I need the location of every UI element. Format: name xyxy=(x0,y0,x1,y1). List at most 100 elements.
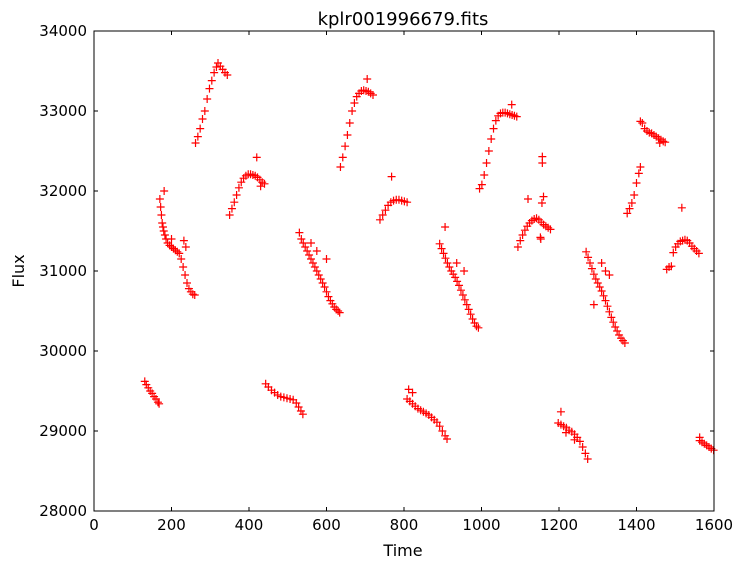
y-tick-label: 31000 xyxy=(39,262,87,280)
data-point xyxy=(605,307,614,316)
data-point xyxy=(460,295,469,304)
data-point xyxy=(378,211,387,219)
data-point xyxy=(477,180,486,189)
data-point xyxy=(381,206,390,215)
data-point xyxy=(153,398,162,407)
data-point xyxy=(578,443,587,451)
data-point xyxy=(538,152,547,161)
data-point xyxy=(638,119,647,127)
data-point xyxy=(155,195,164,203)
data-point xyxy=(512,112,521,121)
data-point xyxy=(234,183,243,192)
data-point xyxy=(341,142,350,151)
data-point xyxy=(210,68,219,77)
data-point xyxy=(387,172,396,181)
data-point xyxy=(587,264,596,273)
data-point xyxy=(179,263,188,271)
data-point xyxy=(484,147,493,155)
data-point xyxy=(303,247,312,255)
x-tick-label: 1200 xyxy=(540,516,578,534)
data-point xyxy=(160,231,169,239)
data-point xyxy=(695,433,704,442)
data-point xyxy=(482,159,491,167)
data-point xyxy=(310,263,319,271)
y-axis-ticks: 28000 29000 30000 31000 32000 33000 34000 xyxy=(39,22,714,520)
data-point xyxy=(191,139,200,147)
data-point xyxy=(611,323,620,331)
data-point xyxy=(659,137,668,146)
data-point xyxy=(437,244,446,253)
data-point xyxy=(335,308,344,317)
data-point xyxy=(623,209,632,218)
data-point xyxy=(295,228,304,237)
data-points-layer xyxy=(140,59,718,463)
data-point xyxy=(322,287,331,296)
data-point xyxy=(632,179,641,187)
data-point xyxy=(369,91,377,99)
data-point xyxy=(546,225,555,234)
data-point xyxy=(190,291,199,299)
data-point xyxy=(188,290,197,299)
x-tick-label: 1600 xyxy=(695,516,733,534)
y-tick-label: 28000 xyxy=(39,502,87,520)
data-point xyxy=(581,449,590,458)
data-point xyxy=(489,124,498,133)
data-point xyxy=(655,139,664,147)
data-point xyxy=(338,153,347,162)
data-point xyxy=(159,227,168,235)
data-point xyxy=(301,243,310,251)
data-point xyxy=(636,117,645,126)
data-point xyxy=(487,135,496,143)
data-point xyxy=(441,254,450,263)
data-point xyxy=(350,99,359,107)
data-point xyxy=(556,407,565,416)
data-point xyxy=(307,239,315,247)
data-point xyxy=(435,239,444,248)
data-point xyxy=(605,271,614,279)
data-point xyxy=(570,435,579,444)
data-point xyxy=(586,259,594,267)
data-point xyxy=(597,259,606,267)
data-point xyxy=(613,327,622,335)
data-point xyxy=(593,279,602,287)
data-point xyxy=(252,153,261,162)
data-point xyxy=(603,302,612,311)
data-point xyxy=(375,215,384,224)
data-point xyxy=(589,300,598,309)
x-axis-ticks: 0 200 400 600 800 1000 1200 1400 1600 xyxy=(89,31,733,534)
data-point xyxy=(193,132,202,141)
data-point xyxy=(345,119,354,127)
data-point xyxy=(438,427,447,435)
data-point xyxy=(669,248,678,257)
data-point xyxy=(181,243,190,251)
data-point xyxy=(181,271,190,279)
data-point xyxy=(480,171,489,179)
data-point xyxy=(591,275,600,283)
data-point xyxy=(667,262,676,271)
data-point xyxy=(155,399,164,408)
data-point xyxy=(336,163,345,171)
data-point xyxy=(299,239,308,247)
data-point xyxy=(205,84,214,93)
y-tick-label: 34000 xyxy=(39,22,87,40)
data-point xyxy=(177,255,186,263)
data-point xyxy=(348,107,357,115)
data-point xyxy=(207,76,216,85)
data-point xyxy=(298,410,307,419)
data-point xyxy=(539,192,548,201)
data-point xyxy=(403,198,412,207)
data-point xyxy=(599,291,608,300)
x-tick-label: 600 xyxy=(312,516,341,534)
y-axis-title: Flux xyxy=(9,254,28,287)
data-point xyxy=(203,95,212,103)
data-point xyxy=(516,236,525,245)
data-point xyxy=(583,455,592,463)
data-point xyxy=(223,71,232,79)
data-point xyxy=(156,203,165,211)
data-point xyxy=(575,437,584,446)
data-point xyxy=(175,249,184,258)
data-point xyxy=(305,251,314,259)
data-point xyxy=(322,255,331,263)
